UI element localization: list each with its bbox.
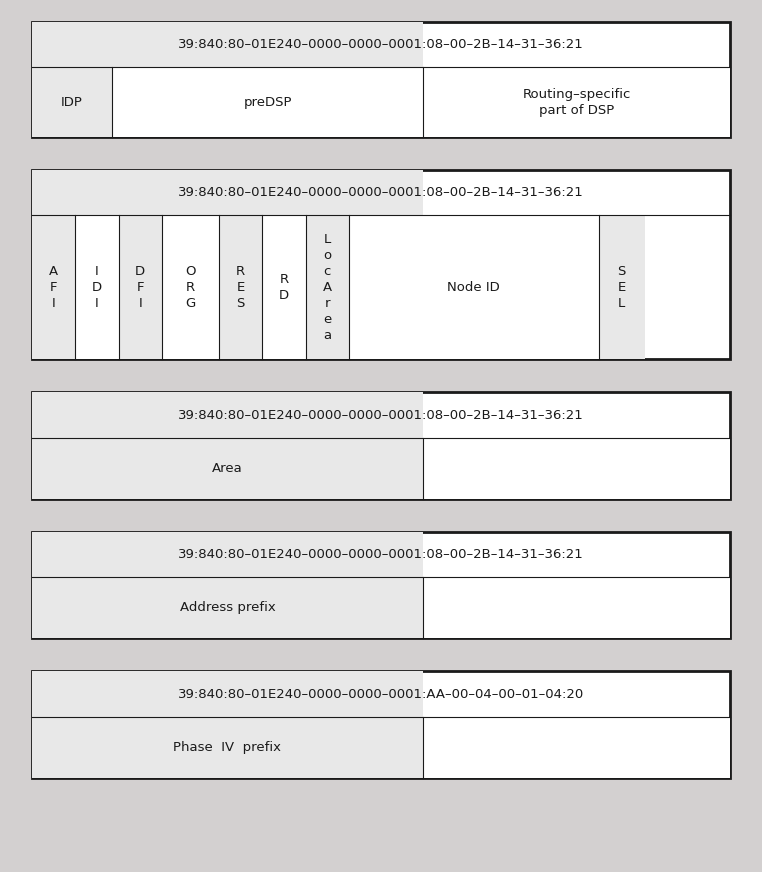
Bar	[32, 22, 423, 67]
Text: A
F
I: A F I	[49, 265, 58, 310]
Bar	[262, 215, 306, 359]
Text: Node ID: Node ID	[447, 281, 500, 294]
Bar	[32, 532, 730, 638]
Text: Phase  IV  prefix: Phase IV prefix	[174, 741, 281, 753]
Bar	[423, 577, 730, 638]
Bar	[306, 215, 349, 359]
Bar	[599, 215, 645, 359]
Text: Address prefix: Address prefix	[180, 602, 275, 614]
Bar	[423, 438, 730, 499]
Bar	[162, 215, 219, 359]
Bar	[219, 215, 262, 359]
Bar	[75, 215, 119, 359]
Bar	[32, 67, 112, 137]
Bar	[32, 532, 423, 577]
Bar	[32, 170, 730, 359]
Bar	[349, 215, 599, 359]
Bar	[32, 170, 423, 215]
Bar	[32, 438, 423, 499]
Bar	[32, 215, 75, 359]
Text: Routing–specific
part of DSP: Routing–specific part of DSP	[522, 87, 631, 117]
Text: I
D
I: I D I	[92, 265, 102, 310]
Text: L
o
c
A
r
e
a: L o c A r e a	[322, 233, 331, 342]
Bar	[32, 717, 423, 778]
Bar	[32, 577, 423, 638]
Text: D
F
I: D F I	[135, 265, 146, 310]
Text: IDP: IDP	[61, 96, 83, 108]
Text: 39:840:80–01E240–0000–0000–0001:08–00–2B–14–31–36:21: 39:840:80–01E240–0000–0000–0001:08–00–2B…	[178, 187, 584, 199]
Text: S
E
L: S E L	[618, 265, 626, 310]
Bar	[32, 671, 423, 717]
Text: R
D: R D	[279, 273, 289, 302]
Text: O
R
G: O R G	[185, 265, 196, 310]
Bar	[32, 671, 730, 778]
Bar	[423, 67, 730, 137]
Bar	[32, 392, 730, 499]
Text: 39:840:80–01E240–0000–0000–0001:08–00–2B–14–31–36:21: 39:840:80–01E240–0000–0000–0001:08–00–2B…	[178, 548, 584, 561]
Bar	[32, 392, 423, 438]
Text: Area: Area	[212, 462, 243, 474]
Text: 39:840:80–01E240–0000–0000–0001:AA–00–04–00–01–04:20: 39:840:80–01E240–0000–0000–0001:AA–00–04…	[178, 688, 584, 700]
Bar	[32, 22, 730, 137]
Bar	[112, 67, 423, 137]
Text: preDSP: preDSP	[243, 96, 292, 108]
Text: R
E
S: R E S	[236, 265, 245, 310]
Text: 39:840:80–01E240–0000–0000–0001:08–00–2B–14–31–36:21: 39:840:80–01E240–0000–0000–0001:08–00–2B…	[178, 38, 584, 51]
Bar	[423, 717, 730, 778]
Text: 39:840:80–01E240–0000–0000–0001:08–00–2B–14–31–36:21: 39:840:80–01E240–0000–0000–0001:08–00–2B…	[178, 409, 584, 421]
Bar	[119, 215, 162, 359]
